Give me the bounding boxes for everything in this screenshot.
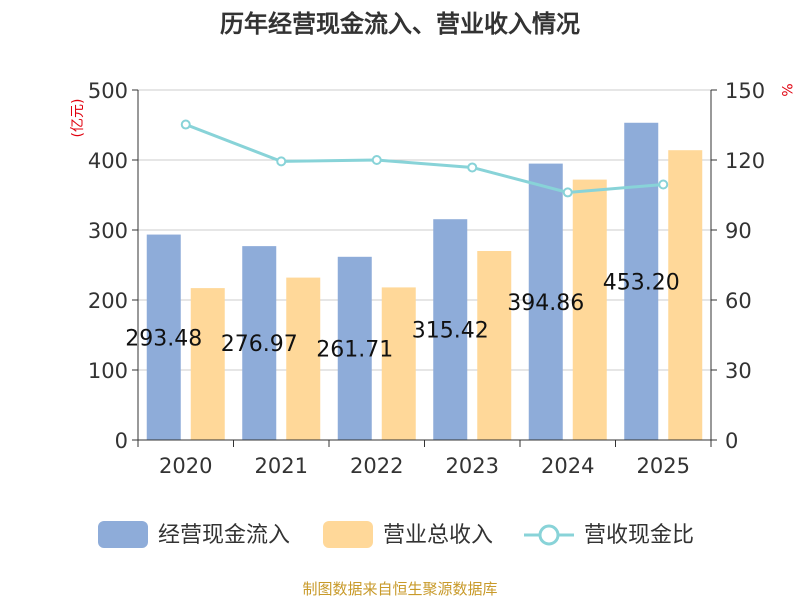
ratio-point — [658, 179, 669, 190]
x-tick-label: 2021 — [255, 454, 308, 478]
left-tick-label: 400 — [88, 149, 128, 173]
bar-value-label: 261.71 — [316, 337, 393, 362]
bar-cash-inflow — [242, 246, 277, 440]
x-tick-label: 2020 — [159, 454, 212, 478]
left-tick-label: 300 — [88, 219, 128, 243]
legend-marker-ratio — [538, 524, 560, 546]
bar-revenue — [381, 287, 416, 440]
legend-swatch-cash-inflow — [98, 521, 148, 548]
bar-value-label: 315.42 — [412, 319, 489, 344]
bar-value-label: 394.86 — [507, 291, 584, 316]
ratio-point — [276, 156, 287, 167]
bar-revenue — [190, 288, 225, 440]
legend-label-revenue: 营业总收入 — [383, 523, 493, 548]
legend-swatch-revenue — [323, 521, 373, 548]
legend-label-cash-inflow: 经营现金流入 — [158, 523, 290, 548]
x-tick-label: 2024 — [541, 454, 594, 478]
right-tick-label: 60 — [725, 289, 752, 313]
right-tick-label: 0 — [725, 429, 738, 453]
bar-revenue — [668, 150, 703, 440]
source-note: 制图数据来自恒生聚源数据库 — [302, 580, 497, 598]
ratio-point — [180, 119, 191, 130]
right-tick-label: 90 — [725, 219, 752, 243]
right-tick-label: 120 — [725, 149, 765, 173]
left-tick-label: 200 — [88, 289, 128, 313]
x-tick-label: 2023 — [446, 454, 499, 478]
bar-revenue — [572, 179, 607, 440]
bar-cash-inflow — [146, 234, 181, 440]
axes: 0 100 200 300 400 500 0 30 60 90 120 150 2020 2021 202… — [88, 79, 765, 478]
bar-cash-inflow — [337, 256, 372, 440]
bar-cash-inflow — [624, 122, 659, 440]
legend-label-ratio: 营收现金比 — [584, 523, 694, 548]
x-tick-label: 2025 — [637, 454, 690, 478]
bar-cash-inflow — [528, 163, 563, 440]
bar-cash-inflow — [433, 219, 468, 440]
left-tick-label: 500 — [88, 79, 128, 103]
bar-value-label: 453.20 — [603, 270, 680, 295]
bar-value-label: 276.97 — [221, 332, 298, 357]
left-tick-label: 0 — [115, 429, 128, 453]
x-tick-label: 2022 — [350, 454, 403, 478]
left-tick-label: 100 — [88, 359, 128, 383]
ratio-line — [180, 119, 669, 198]
ratio-point — [562, 187, 573, 198]
right-tick-label: 150 — [725, 79, 765, 103]
right-tick-label: 30 — [725, 359, 752, 383]
ratio-point — [371, 155, 382, 165]
left-axis-unit: (亿元) — [70, 99, 86, 138]
bar-value-label: 293.48 — [125, 326, 202, 351]
chart-title: 历年经营现金流入、营业收入情况 — [220, 10, 580, 38]
right-axis-unit: % — [778, 83, 794, 96]
gridlines — [138, 89, 711, 371]
ratio-point — [467, 162, 478, 173]
bar-revenue — [286, 277, 321, 440]
ratio-line-path — [185, 123, 664, 194]
bars — [146, 122, 703, 440]
bar-revenue — [477, 251, 512, 440]
legend: 经营现金流入 营业总收入 营收现金比 — [98, 521, 694, 548]
